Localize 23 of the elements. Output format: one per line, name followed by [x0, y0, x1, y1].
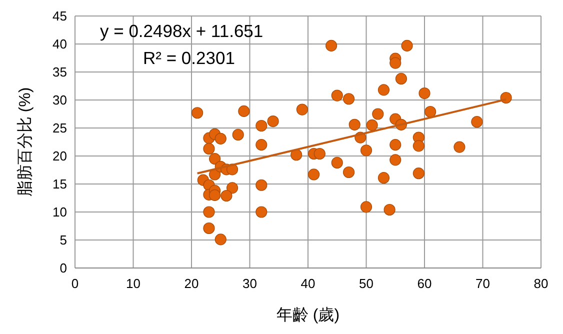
x-tick-label: 50 [359, 276, 374, 291]
x-tick-label: 40 [300, 276, 316, 291]
x-tick-label: 70 [476, 276, 490, 291]
x-tick-label: 20 [184, 276, 199, 291]
x-tick-label: 0 [71, 276, 79, 291]
y-tick-label: 0 [60, 260, 67, 276]
x-axis-title: 年齡 (歲) [276, 306, 340, 324]
annotation: y = 0.2498x + 11.651 [100, 21, 264, 41]
y-tick-label: 20 [52, 148, 67, 164]
x-tick-label: 60 [417, 276, 432, 291]
y-tick-label: 25 [52, 120, 67, 136]
y-axis-title: 脂肪百分比 (%) [16, 87, 34, 197]
y-tick-label: 30 [52, 92, 67, 108]
x-tick-label: 30 [242, 276, 257, 291]
y-tick-label: 15 [52, 176, 67, 192]
annotation: R² = 0.2301 [143, 48, 235, 68]
y-tick-label: 40 [52, 36, 67, 52]
y-tick-label: 35 [52, 64, 67, 80]
y-tick-label: 5 [60, 232, 67, 248]
y-tick-label: 10 [52, 204, 67, 220]
y-tick-label: 45 [52, 8, 67, 24]
x-tick-label: 80 [534, 276, 548, 291]
x-tick-label: 10 [126, 276, 140, 291]
